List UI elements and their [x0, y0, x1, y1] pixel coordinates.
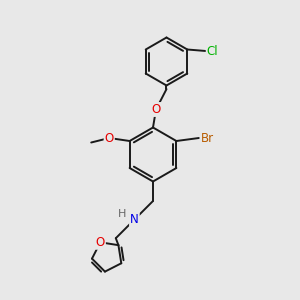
- Text: O: O: [96, 236, 105, 249]
- Text: Br: Br: [201, 131, 214, 145]
- Text: O: O: [105, 131, 114, 145]
- Text: Cl: Cl: [207, 44, 218, 58]
- Text: H: H: [118, 209, 126, 219]
- Text: N: N: [130, 213, 139, 226]
- Text: O: O: [152, 103, 160, 116]
